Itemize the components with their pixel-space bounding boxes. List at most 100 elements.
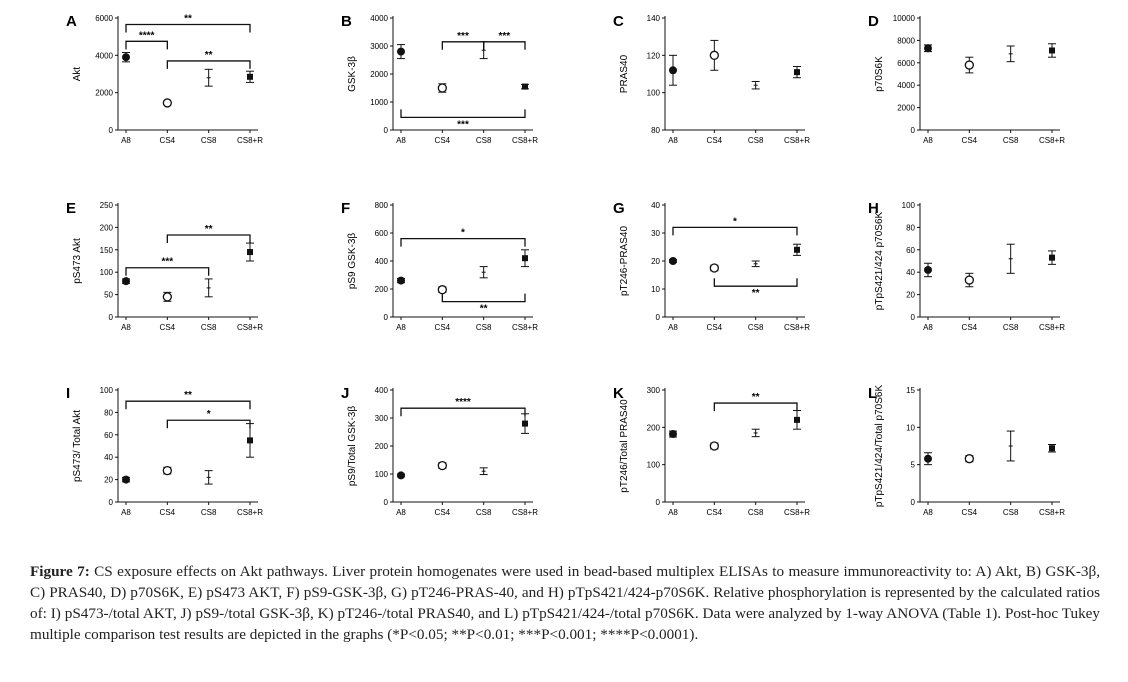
chart-panel-l: L 0 5 10 15 pTpS421/424/Total p70S6K A8 CS4 CS8 C… (868, 385, 1065, 517)
y-axis-label: pTpS421/424/Total p70S6K (874, 385, 885, 508)
significance-bracket (166, 60, 251, 69)
x-tick-label: A8 (923, 136, 933, 145)
significance-label: ** (205, 224, 213, 235)
y-axis-label: pS9/Total GSK-3β (347, 406, 358, 486)
y-tick-label: 3000 (370, 42, 388, 51)
y-tick-label: 20 (651, 257, 660, 266)
x-tick-label: A8 (396, 323, 406, 332)
y-tick-label: 100 (100, 386, 114, 395)
x-tick-label: A8 (396, 136, 406, 145)
y-tick-label: 40 (651, 201, 660, 210)
y-tick-label: 10 (906, 423, 915, 432)
significance-label: **** (139, 30, 155, 41)
x-tick-label: CS8 (748, 323, 764, 332)
y-tick-label: 40 (906, 268, 915, 277)
y-tick-label: 60 (104, 431, 113, 440)
x-tick-label: CS4 (707, 508, 723, 517)
panel-letter: F (341, 200, 350, 217)
x-tick-label: CS8 (476, 136, 492, 145)
significance-label: ** (184, 14, 192, 25)
significance-bracket (713, 402, 798, 412)
data-point (964, 60, 974, 70)
data-point (397, 47, 405, 56)
significance-label: ** (184, 390, 192, 401)
data-point (522, 255, 528, 262)
y-axis-label: GSK-3β (347, 56, 358, 92)
data-point (669, 430, 677, 439)
y-tick-label: 0 (656, 498, 661, 507)
chart-panel-e: E 0 50 100 150 200 250 pS473 Akt A8 CS4 CS8 CS8+R **… (66, 200, 263, 332)
panel-letter: J (341, 385, 349, 402)
y-tick-label: 0 (384, 498, 389, 507)
data-point (794, 69, 800, 76)
x-tick-label: CS8+R (1039, 136, 1065, 145)
significance-label: * (207, 409, 211, 420)
significance-bracket (125, 267, 210, 276)
x-tick-label: CS4 (160, 508, 176, 517)
data-point (247, 249, 253, 256)
panel-letter: A (66, 13, 77, 30)
significance-label: ** (752, 392, 760, 403)
significance-bracket (166, 234, 251, 244)
x-tick-label: CS8+R (512, 323, 538, 332)
significance-bracket (166, 419, 251, 429)
chart-panel-b: B 0 1000 2000 3000 4000 GSK-3β A8 CS4 CS8 CS8+R ***… (341, 13, 538, 145)
y-tick-label: 80 (651, 126, 660, 135)
significance-label: *** (457, 31, 469, 42)
y-tick-label: 100 (902, 201, 916, 210)
y-tick-label: 60 (906, 246, 915, 255)
x-tick-label: A8 (121, 136, 131, 145)
significance-bracket (483, 41, 526, 50)
data-point (669, 66, 677, 75)
y-tick-label: 400 (375, 386, 389, 395)
significance-bracket (125, 40, 168, 50)
x-tick-label: A8 (923, 508, 933, 517)
significance-label: **** (455, 397, 471, 408)
y-tick-label: 2000 (897, 104, 915, 113)
data-point (437, 285, 447, 295)
y-tick-label: 250 (100, 201, 114, 210)
significance-label: *** (457, 119, 469, 130)
y-tick-label: 50 (104, 291, 113, 300)
data-point (709, 263, 719, 273)
y-axis-label: PRAS40 (619, 54, 630, 93)
significance-bracket (672, 226, 798, 236)
x-tick-label: CS8 (201, 136, 217, 145)
y-tick-label: 0 (109, 126, 114, 135)
panel-letter: G (613, 200, 625, 217)
y-tick-label: 140 (647, 14, 661, 23)
x-tick-label: CS8 (476, 323, 492, 332)
caption-label: Figure 7: (30, 563, 90, 580)
y-tick-label: 100 (647, 89, 661, 98)
x-tick-label: CS8+R (512, 136, 538, 145)
data-point (122, 475, 130, 484)
y-tick-label: 4000 (897, 81, 915, 90)
y-tick-label: 2000 (370, 70, 388, 79)
data-point (709, 441, 719, 451)
x-tick-label: CS8 (1003, 323, 1019, 332)
y-tick-label: 8000 (897, 36, 915, 45)
x-tick-label: CS4 (962, 508, 978, 517)
x-tick-label: CS8+R (237, 323, 263, 332)
data-point (122, 53, 130, 62)
data-point (794, 246, 800, 253)
x-tick-label: CS8 (748, 508, 764, 517)
y-tick-label: 100 (100, 268, 114, 277)
data-point (924, 44, 932, 53)
panel-letter: H (868, 200, 879, 217)
x-tick-label: CS8 (748, 136, 764, 145)
y-tick-label: 800 (375, 201, 389, 210)
x-tick-label: A8 (923, 323, 933, 332)
data-point (397, 276, 405, 285)
y-tick-label: 120 (647, 51, 661, 60)
y-tick-label: 15 (906, 386, 915, 395)
x-tick-label: CS8+R (784, 508, 810, 517)
x-tick-label: CS8+R (237, 508, 263, 517)
x-tick-label: A8 (121, 323, 131, 332)
data-point (709, 50, 719, 60)
data-point (924, 454, 932, 463)
data-point (964, 275, 974, 285)
y-tick-label: 200 (647, 423, 661, 432)
panel-letter: E (66, 200, 76, 217)
y-tick-label: 4000 (370, 14, 388, 23)
